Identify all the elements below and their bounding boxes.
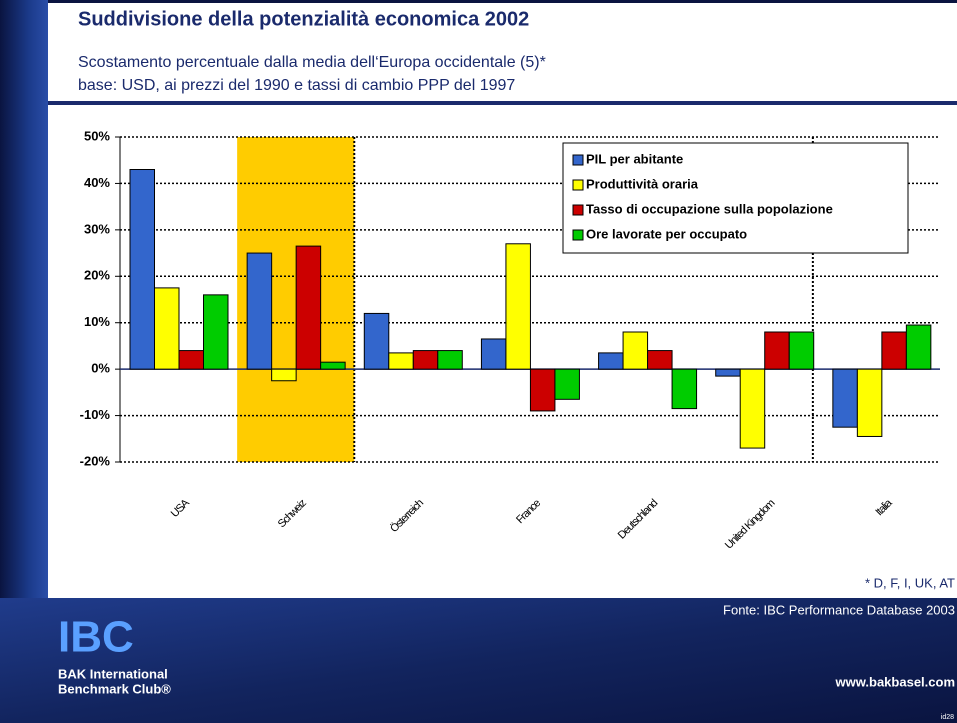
bar: [739, 368, 766, 449]
y-tick-label: 50%: [84, 128, 110, 143]
legend-label: Tasso di occupazione sulla popolazione: [586, 201, 833, 216]
bar: [412, 350, 439, 370]
y-tick-label: -10%: [80, 407, 111, 422]
bar: [154, 287, 180, 370]
x-tick-label: Österreich: [388, 497, 426, 535]
bar: [905, 324, 932, 370]
y-tick-label: 0%: [91, 361, 110, 376]
x-tick-label: Italia: [873, 496, 895, 518]
bar: [764, 331, 790, 370]
bar: [671, 368, 698, 410]
bar: [437, 350, 463, 370]
plot: -20% -10% 0% 10% 20% 30% 40% 50% USA Schweiz Öster…: [80, 128, 940, 552]
org-name: BAK International: [58, 666, 168, 681]
top-border: [48, 0, 957, 3]
legend-swatch: [572, 154, 584, 166]
legend-swatch: [572, 204, 584, 216]
x-tick-label: France: [514, 497, 543, 526]
chart-title: Suddivisione della potenzialità economic…: [78, 8, 529, 30]
bar: [788, 331, 815, 370]
bar: [622, 331, 649, 370]
bar: [320, 361, 346, 370]
bar: [129, 169, 155, 370]
bar: [203, 294, 229, 370]
legend-box: [562, 142, 909, 254]
subtitle: base: USD, ai prezzi del 1990 e tassi di…: [78, 77, 515, 94]
legend-swatch: [572, 229, 584, 241]
bar: [388, 352, 414, 370]
x-tick-label: Deutschland: [616, 497, 661, 542]
org-name: Benchmark Club®: [58, 681, 171, 696]
bar: [178, 350, 204, 370]
x-tick-label: USA: [169, 497, 193, 521]
bar: [480, 338, 507, 370]
logo: IBC: [58, 613, 134, 662]
slide-id: id28: [941, 714, 954, 721]
bar: [832, 368, 858, 428]
bar: [505, 243, 531, 370]
subtitle: Scostamento percentuale dalla media dell…: [78, 54, 546, 71]
website: www.bakbasel.com: [835, 674, 955, 689]
bar: [881, 331, 907, 370]
bar: [529, 368, 556, 412]
bar: [271, 368, 297, 382]
footer-band: [0, 598, 957, 723]
bar: [295, 245, 322, 370]
footnote: * D, F, I, UK, AT: [865, 575, 955, 590]
legend-label: PIL per abitante: [586, 151, 683, 166]
legend-swatch: [572, 179, 584, 191]
y-tick-label: 30%: [84, 221, 110, 236]
bar: [246, 252, 273, 370]
y-tick-label: 20%: [84, 268, 110, 283]
source: Fonte: IBC Performance Database 2003: [723, 602, 955, 617]
x-tick-label: Schweiz: [276, 497, 309, 530]
bar: [363, 312, 390, 370]
header-rule: [48, 101, 957, 105]
y-tick-label: -20%: [80, 453, 111, 468]
bar: [554, 368, 580, 400]
legend-label: Ore lavorate per occupato: [586, 226, 747, 241]
bar: [715, 368, 741, 377]
bar: [856, 368, 883, 437]
bar: [647, 350, 673, 370]
legend-label: Produttività oraria: [586, 176, 699, 191]
y-tick-label: 10%: [84, 314, 110, 329]
x-tick-label: United Kingdom: [723, 497, 778, 552]
bar: [598, 352, 624, 370]
y-tick-label: 40%: [84, 175, 110, 190]
